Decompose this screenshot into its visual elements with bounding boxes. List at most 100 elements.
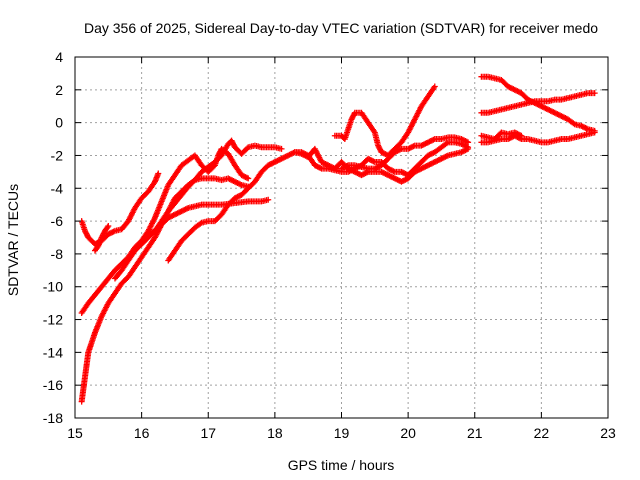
x-tick-label: 19 — [334, 425, 350, 441]
data-point — [389, 174, 396, 181]
data-point — [429, 137, 436, 144]
data-point — [271, 159, 278, 166]
data-point — [407, 144, 414, 151]
data-point — [174, 210, 181, 217]
data-point — [458, 136, 465, 143]
data-point — [299, 151, 306, 158]
data-point — [427, 151, 434, 158]
data-point — [557, 112, 564, 119]
data-point — [430, 159, 437, 166]
data-point — [554, 111, 561, 118]
data-point — [401, 177, 408, 184]
data-point — [402, 176, 409, 183]
data-point — [286, 151, 293, 158]
data-point — [430, 136, 437, 143]
data-point — [338, 165, 345, 172]
data-point — [173, 210, 180, 217]
y-tick-label: -18 — [43, 410, 63, 426]
data-point — [511, 129, 518, 136]
data-point — [415, 166, 422, 173]
data-point — [381, 150, 388, 157]
data-point — [413, 168, 420, 175]
data-point — [426, 151, 433, 158]
data-point — [383, 171, 390, 178]
y-tick-label: -2 — [51, 147, 64, 163]
data-point — [274, 157, 281, 164]
data-point — [429, 160, 436, 167]
data-point — [459, 148, 466, 155]
data-point — [443, 140, 450, 147]
data-point — [359, 171, 366, 178]
data-point — [441, 154, 448, 161]
data-point — [327, 163, 334, 170]
data-point — [398, 168, 405, 175]
data-point — [410, 143, 417, 150]
data-point — [282, 153, 289, 160]
data-point — [349, 167, 356, 174]
data-point — [394, 176, 401, 183]
data-point — [343, 162, 350, 169]
data-point — [341, 164, 348, 171]
data-point — [401, 170, 408, 177]
data-point — [369, 157, 376, 164]
x-tick-label: 16 — [134, 425, 150, 441]
data-point — [317, 164, 324, 171]
data-point — [230, 178, 237, 185]
data-point — [387, 166, 394, 173]
x-tick-label: 20 — [400, 425, 416, 441]
data-point — [243, 174, 250, 181]
data-point — [545, 106, 552, 113]
data-point — [265, 196, 272, 203]
data-point — [431, 83, 438, 90]
data-point — [391, 149, 398, 156]
data-point — [278, 155, 285, 162]
data-point — [550, 109, 557, 116]
data-point — [270, 159, 277, 166]
data-point — [265, 162, 272, 169]
data-point — [355, 170, 362, 177]
data-point — [231, 195, 238, 202]
data-point — [269, 160, 276, 167]
data-point — [241, 173, 248, 180]
data-point — [427, 160, 434, 167]
data-point — [583, 125, 590, 132]
y-tick-label: 2 — [55, 82, 63, 98]
data-point — [234, 180, 241, 187]
data-point — [386, 172, 393, 179]
data-point — [110, 228, 117, 235]
data-point — [378, 168, 385, 175]
data-point — [283, 153, 290, 160]
data-point — [287, 151, 294, 158]
data-point — [391, 175, 398, 182]
data-point — [395, 147, 402, 154]
data-point — [539, 103, 546, 110]
data-point — [278, 145, 285, 152]
data-point — [558, 113, 565, 120]
data-point — [398, 178, 405, 185]
data-point — [463, 138, 470, 145]
data-point — [319, 159, 326, 166]
data-point — [421, 141, 428, 148]
data-point — [322, 160, 329, 167]
data-point — [281, 154, 288, 161]
data-point — [419, 141, 426, 148]
data-point — [273, 158, 280, 165]
y-tick-label: -10 — [43, 279, 63, 295]
data-point — [423, 162, 430, 169]
data-point — [375, 163, 382, 170]
data-point — [325, 162, 332, 169]
data-point — [411, 168, 418, 175]
data-point — [347, 166, 354, 173]
data-point — [385, 165, 392, 172]
data-point — [437, 156, 444, 163]
data-point — [435, 157, 442, 164]
y-tick-label: -6 — [51, 213, 64, 229]
data-point — [239, 172, 246, 179]
data-point — [417, 166, 424, 173]
data-point — [177, 208, 184, 215]
data-point — [275, 157, 282, 164]
data-point — [183, 205, 190, 212]
data-point — [462, 147, 469, 154]
data-point — [314, 163, 321, 170]
data-point — [459, 136, 466, 143]
